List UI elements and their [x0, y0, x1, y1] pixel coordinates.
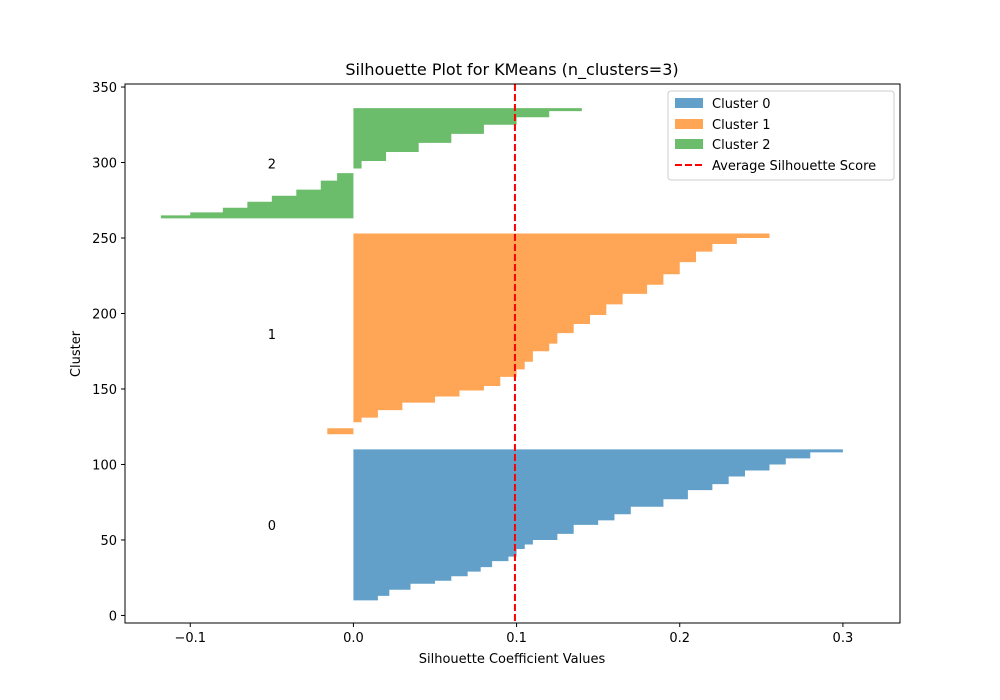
x-tick-label: −0.1 — [174, 631, 206, 646]
cluster-1-label: 1 — [268, 328, 276, 343]
y-tick-label: 0 — [109, 609, 117, 624]
chart-title: Silhouette Plot for KMeans (n_clusters=3… — [345, 60, 678, 80]
x-tick-label: 0.0 — [343, 631, 364, 646]
cluster-2-label: 2 — [268, 157, 276, 172]
plot-area: 0 1 2 — [160, 84, 861, 623]
cluster-1-silhouette-area — [327, 233, 770, 435]
cluster-0-label: 0 — [268, 519, 276, 534]
y-tick-label: 50 — [100, 534, 117, 549]
x-tick-label: 0.2 — [669, 631, 690, 646]
y-tick-label: 300 — [92, 157, 117, 172]
y-tick-label: 100 — [92, 458, 117, 473]
legend-label-cluster-0: Cluster 0 — [712, 97, 771, 112]
legend-swatch-cluster-1 — [675, 119, 703, 129]
axes-frame — [124, 83, 901, 624]
y-axis: 0 50 100 150 200 250 300 350 — [92, 81, 125, 624]
x-tick-label: 0.3 — [833, 631, 854, 646]
x-axis: −0.1 0.0 0.1 0.2 0.3 — [174, 623, 853, 646]
legend-swatch-cluster-2 — [675, 139, 703, 149]
legend-label-cluster-1: Cluster 1 — [712, 118, 771, 133]
legend-swatch-cluster-0 — [675, 98, 703, 108]
y-tick-label: 250 — [92, 232, 117, 247]
legend: Cluster 0 Cluster 1 Cluster 2 Average Silho… — [667, 90, 895, 181]
y-axis-label: Cluster — [69, 330, 84, 377]
x-tick-label: 0.1 — [506, 631, 527, 646]
y-tick-label: 350 — [92, 81, 117, 96]
legend-box — [667, 90, 895, 181]
y-tick-label: 150 — [92, 383, 117, 398]
x-axis-label: Silhouette Coefficient Values — [419, 652, 606, 667]
legend-label-average: Average Silhouette Score — [712, 159, 876, 174]
cluster-0-silhouette-area — [353, 449, 861, 601]
cluster-2-silhouette-area — [160, 108, 615, 219]
legend-label-cluster-2: Cluster 2 — [712, 138, 771, 153]
y-tick-label: 200 — [92, 307, 117, 322]
